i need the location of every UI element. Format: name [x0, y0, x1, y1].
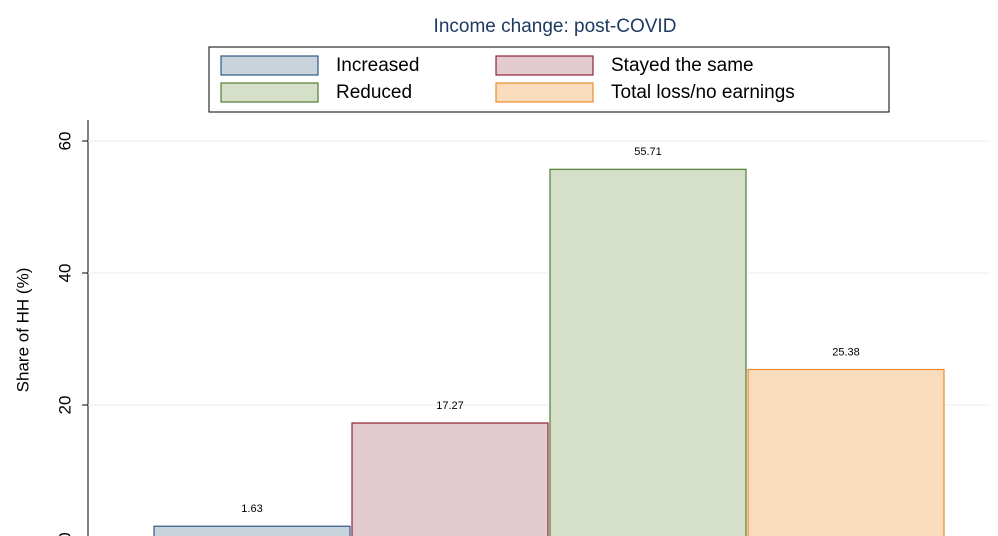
- value-label: 55.71: [634, 146, 662, 158]
- y-tick-label: 20: [55, 396, 74, 415]
- bar: [153, 525, 351, 536]
- value-label: 17.27: [436, 400, 464, 412]
- bar: [549, 168, 747, 536]
- legend-label: Reduced: [336, 82, 412, 103]
- bar: [747, 368, 945, 536]
- value-label: 1.63: [241, 503, 262, 515]
- chart-title: Income change: post-COVID: [434, 16, 677, 37]
- legend-label: Total loss/no earnings: [611, 82, 795, 103]
- legend-swatch: [495, 82, 594, 103]
- legend-swatch: [220, 55, 319, 76]
- y-tick-label: 40: [55, 264, 74, 283]
- legend-label: Increased: [336, 55, 419, 76]
- y-axis-label: Share of HH (%): [13, 268, 32, 393]
- legend-label: Stayed the same: [611, 55, 754, 76]
- legend-swatch: [220, 82, 319, 103]
- legend-swatch: [495, 55, 594, 76]
- y-tick-label: 0: [55, 532, 74, 536]
- bar: [351, 422, 549, 536]
- value-label: 25.38: [832, 346, 860, 358]
- y-tick-label: 60: [55, 132, 74, 151]
